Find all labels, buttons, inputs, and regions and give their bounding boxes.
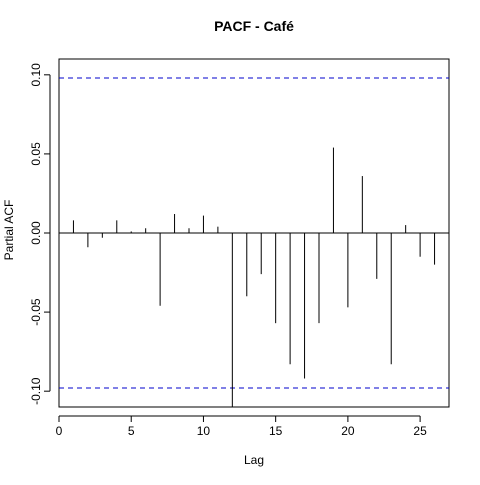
x-tick-label: 20: [341, 424, 355, 438]
x-tick-label: 25: [413, 424, 427, 438]
plot-layer: 0 5 10 15 20 25 -0.10 -0.05 0.00 0.05 0.10: [29, 58, 450, 438]
y-tick-label: -0.05: [29, 298, 43, 326]
x-tick-label: 5: [128, 424, 135, 438]
x-axis-label: Lag: [244, 453, 264, 467]
x-tick-label: 10: [197, 424, 211, 438]
y-tick-label: -0.10: [29, 377, 43, 405]
x-tick-label: 0: [56, 424, 63, 438]
y-tick-label: 0.00: [29, 221, 43, 245]
y-tick-label: 0.10: [29, 63, 43, 87]
y-tick-label: 0.05: [29, 142, 43, 166]
y-axis-label: Partial ACF: [2, 200, 16, 261]
chart-title: PACF - Café: [214, 18, 294, 34]
x-tick-label: 15: [269, 424, 283, 438]
